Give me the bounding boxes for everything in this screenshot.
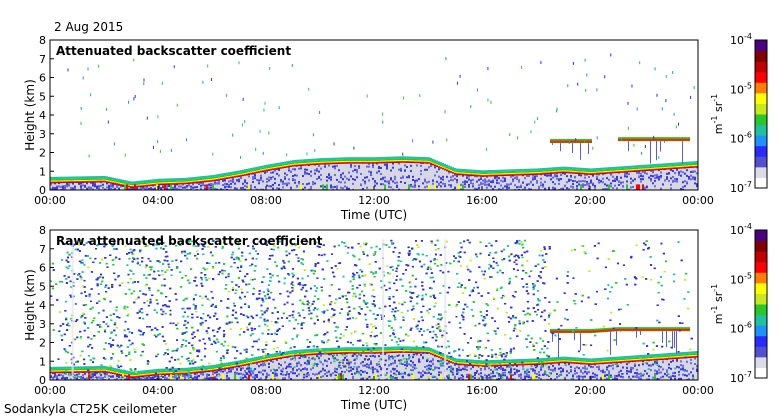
colorbar-swatch [755, 356, 767, 368]
colorbar-swatch [755, 61, 767, 73]
x-tick-label: 08:00 [250, 194, 282, 207]
colorbar-swatch [755, 177, 767, 189]
colorbar-swatch [755, 251, 767, 263]
x-tick-label: 12:00 [358, 384, 390, 397]
y-tick-label: 3 [39, 128, 46, 141]
y-axis-label: Height (km) [23, 79, 37, 150]
y-tick-label: 8 [39, 224, 46, 237]
x-axis-label: Time (UTC) [340, 208, 407, 222]
colorbar-swatch [755, 293, 767, 305]
colorbar-tick-label: 10-7 [730, 180, 752, 195]
x-tick-label: 12:00 [358, 194, 390, 207]
panel-title: Raw attenuated backscatter coefficient [56, 234, 323, 248]
y-tick-label: 7 [39, 53, 46, 66]
colorbar-swatch [755, 282, 767, 294]
colorbar-swatch [755, 304, 767, 316]
colorbar-frame [754, 229, 768, 379]
backscatter-field [50, 239, 698, 380]
y-tick-label: 7 [39, 243, 46, 256]
y-tick-label: 6 [39, 262, 46, 275]
colorbar-tick-label: 10-4 [730, 32, 752, 47]
chart-panel-2: Raw attenuated backscatter coefficient 0 1… [23, 222, 768, 412]
colorbar-swatch [755, 240, 767, 252]
x-tick-label: 20:00 [574, 194, 606, 207]
colorbar-label: m-1 sr-1 [710, 284, 725, 324]
x-tick-label: 00:00 [682, 194, 714, 207]
x-tick-label: 00:00 [682, 384, 714, 397]
y-tick-label: 4 [39, 299, 46, 312]
y-tick-label: 5 [39, 280, 46, 293]
x-tick-label: 00:00 [34, 194, 66, 207]
y-tick-label: 5 [39, 90, 46, 103]
colorbar-swatch [755, 230, 767, 242]
y-tick-label: 0 [39, 184, 46, 197]
colorbar-swatch [755, 92, 767, 104]
colorbar-tick-label: 10-5 [730, 271, 752, 286]
colorbar-tick-label: 10-5 [730, 81, 752, 96]
colorbar-swatch [755, 114, 767, 126]
noise-streak [71, 239, 74, 380]
noise-streak [444, 239, 447, 380]
y-tick-label: 1 [39, 165, 46, 178]
y-tick-label: 4 [39, 109, 46, 122]
colorbar: 10-7 10-6 10-5 10-4 m-1 sr-1 [710, 32, 768, 195]
colorbar-swatch [755, 103, 767, 115]
y-tick-label: 8 [39, 34, 46, 47]
y-tick-label: 2 [39, 337, 46, 350]
colorbar-label: m-1 sr-1 [710, 94, 725, 134]
x-tick-label: 00:00 [34, 384, 66, 397]
colorbar-swatch [755, 71, 767, 83]
y-tick-label: 6 [39, 72, 46, 85]
colorbar-swatch [755, 346, 767, 358]
x-tick-label: 16:00 [466, 194, 498, 207]
x-tick-label: 20:00 [574, 384, 606, 397]
colorbar-tick-label: 10-6 [730, 321, 752, 336]
colorbar-swatch [755, 272, 767, 284]
colorbar-swatch [755, 40, 767, 52]
colorbar-swatch [755, 166, 767, 178]
colorbar-swatch [755, 335, 767, 347]
colorbar-swatch [755, 261, 767, 273]
y-tick-label: 2 [39, 147, 46, 160]
colorbar-tick-label: 10-4 [730, 222, 752, 237]
x-tick-label: 04:00 [142, 384, 174, 397]
date-label: 2 Aug 2015 [54, 20, 124, 34]
x-axis-label: Time (UTC) [340, 398, 407, 412]
y-tick-label: 1 [39, 355, 46, 368]
colorbar-swatch [755, 145, 767, 157]
x-tick-label: 08:00 [250, 384, 282, 397]
chart-panel-1: Attenuated backscatter coefficient 0 1 2 3 4 5… [23, 32, 768, 222]
y-tick-label: 0 [39, 374, 46, 387]
panel-title: Attenuated backscatter coefficient [56, 44, 291, 58]
colorbar-swatch [755, 82, 767, 94]
colorbar-swatch [755, 314, 767, 326]
colorbar-swatch [755, 325, 767, 337]
y-tick-label: 3 [39, 318, 46, 331]
x-tick-label: 04:00 [142, 194, 174, 207]
colorbar-swatch [755, 124, 767, 136]
colorbar-swatch [755, 367, 767, 379]
colorbar-swatch [755, 156, 767, 168]
colorbar: 10-7 10-6 10-5 10-4 m-1 sr-1 [710, 222, 768, 385]
colorbar-swatch [755, 50, 767, 62]
colorbar-frame [754, 39, 768, 189]
colorbar-tick-label: 10-6 [730, 131, 752, 146]
x-tick-label: 16:00 [466, 384, 498, 397]
colorbar-swatch [755, 135, 767, 147]
y-axis-label: Height (km) [23, 269, 37, 340]
noise-streak [382, 239, 385, 380]
instrument-label: Sodankyla CT25K ceilometer [4, 402, 177, 416]
colorbar-tick-label: 10-7 [730, 370, 752, 385]
